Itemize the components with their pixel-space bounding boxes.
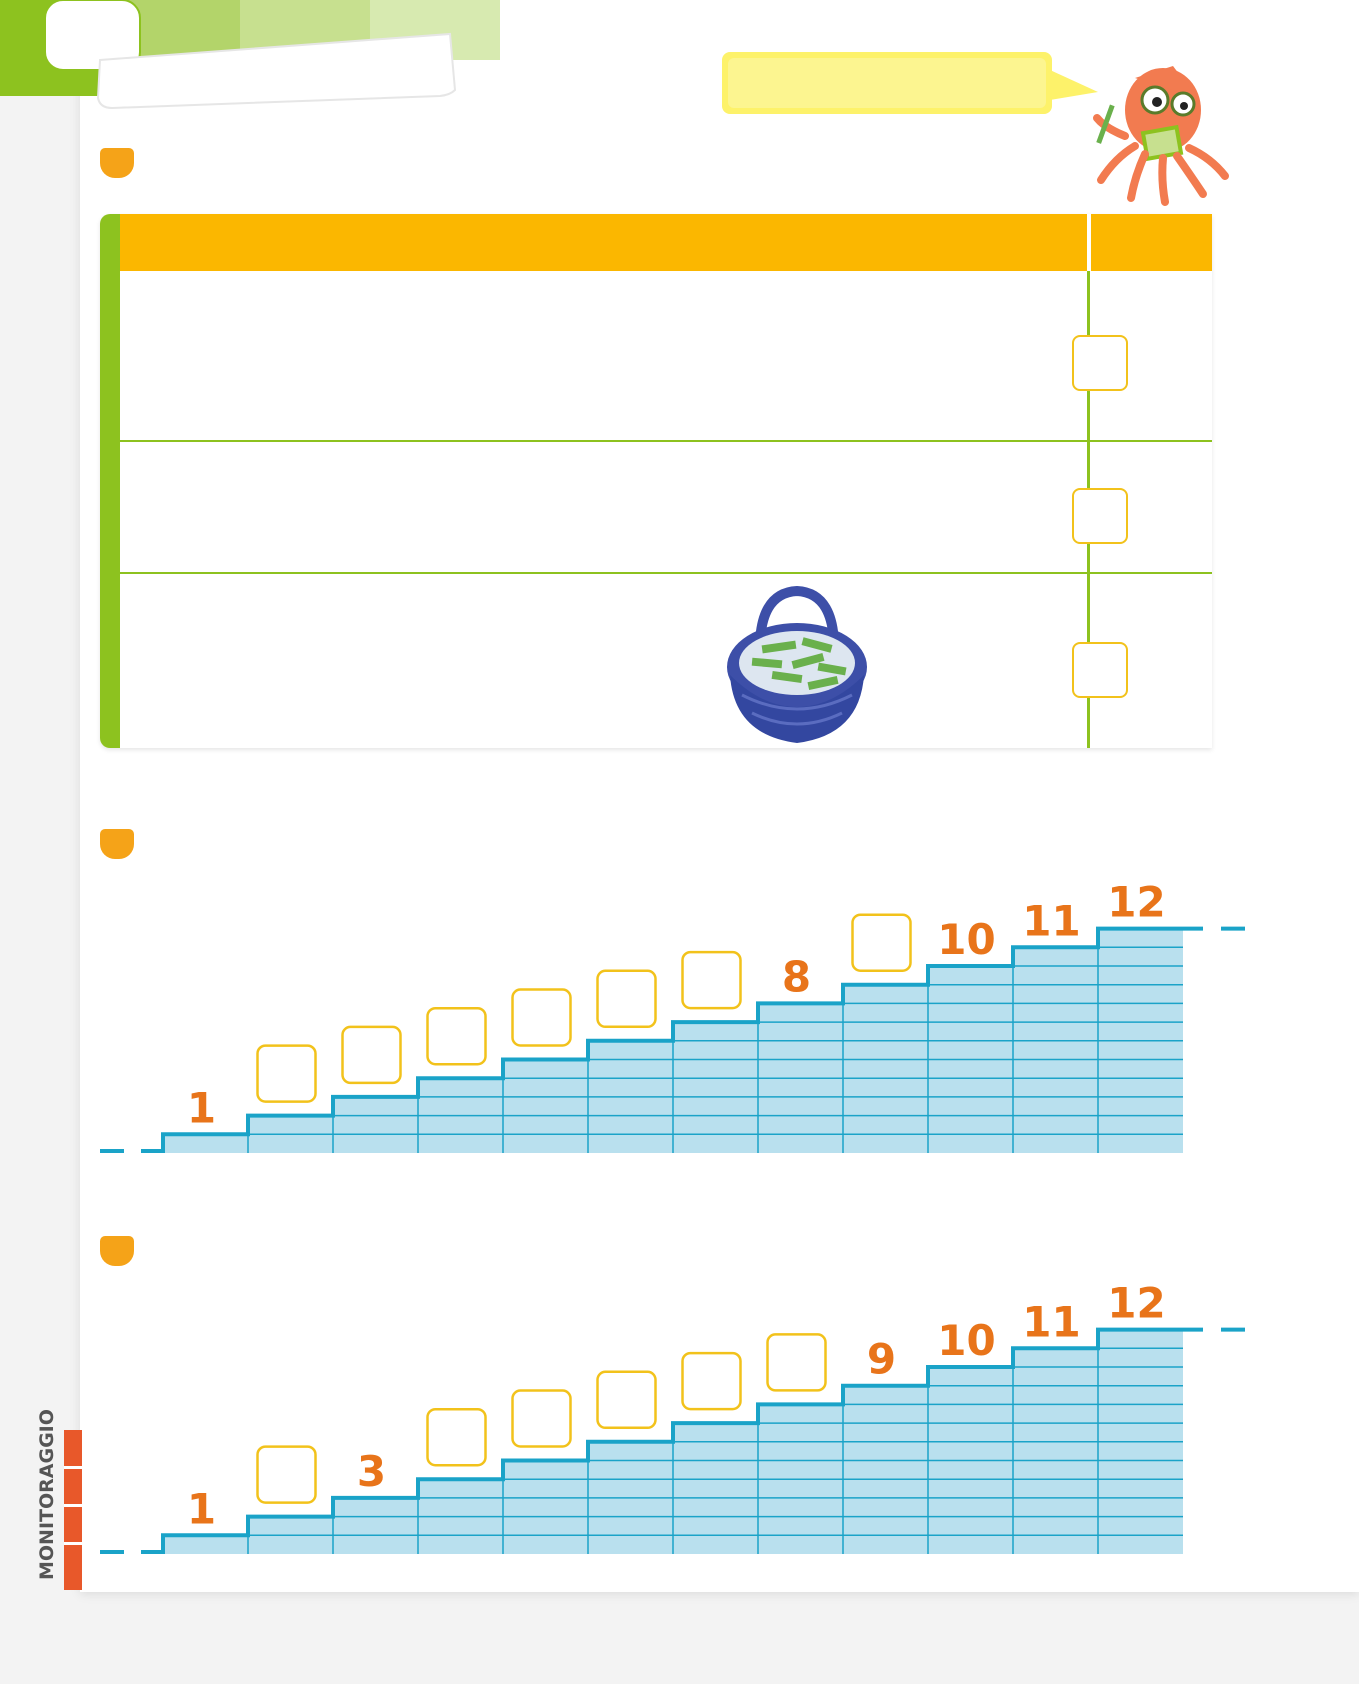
basket-of-pencils-icon (727, 585, 867, 743)
table-header-right (1091, 214, 1212, 271)
exercise-table (100, 214, 1212, 748)
step-answer-box[interactable] (511, 1389, 572, 1448)
step-answer-box[interactable] (511, 988, 572, 1047)
step-answer-box[interactable] (256, 1044, 317, 1103)
step-number-label: 12 (1107, 1279, 1165, 1328)
step-answer-box[interactable] (426, 1407, 487, 1467)
step-answer-box[interactable] (681, 1351, 742, 1411)
step-answer-box[interactable] (341, 1025, 402, 1085)
monitoraggio-tag (64, 1430, 82, 1590)
step-number-label: 1 (187, 1083, 216, 1132)
section-label: MONITORAGGIO (36, 1409, 58, 1580)
step-number-label: 8 (782, 952, 811, 1001)
step-number-label: 11 (1022, 896, 1080, 945)
table-answer-box-1[interactable] (1072, 335, 1128, 391)
table-answer-box-2[interactable] (1072, 488, 1128, 544)
step-answer-box[interactable] (596, 1370, 657, 1430)
torn-tape-header-icon (0, 0, 500, 110)
table-header-left (120, 214, 1087, 271)
staircase-outline (141, 926, 1203, 1153)
step-number-label: 10 (937, 915, 995, 964)
step-number-label: 3 (357, 1447, 386, 1496)
step-answer-box[interactable] (681, 950, 742, 1010)
exercise-marker-2 (100, 829, 134, 859)
step-number-label: 10 (937, 1316, 995, 1365)
table-answer-box-3[interactable] (1072, 642, 1128, 698)
step-answer-box[interactable] (426, 1006, 487, 1066)
step-number-label: 12 (1107, 878, 1165, 927)
step-answer-box[interactable] (256, 1445, 317, 1504)
step-answer-box[interactable] (766, 1333, 827, 1392)
speech-bubble-icon (722, 52, 1098, 114)
step-number-label: 11 (1022, 1297, 1080, 1346)
step-answer-box[interactable] (596, 969, 657, 1029)
octopus-reading-icon (1093, 66, 1229, 206)
exercise-marker-1 (100, 148, 134, 178)
table-row-divider (120, 440, 1212, 442)
step-answer-box[interactable] (851, 913, 912, 972)
table-row-divider (120, 572, 1212, 574)
step-number-label: 9 (867, 1335, 896, 1384)
exercise-marker-3 (100, 1236, 134, 1266)
step-number-label: 1 (187, 1484, 216, 1533)
staircase-outline (141, 1327, 1203, 1554)
table-accent-bar (100, 214, 120, 748)
